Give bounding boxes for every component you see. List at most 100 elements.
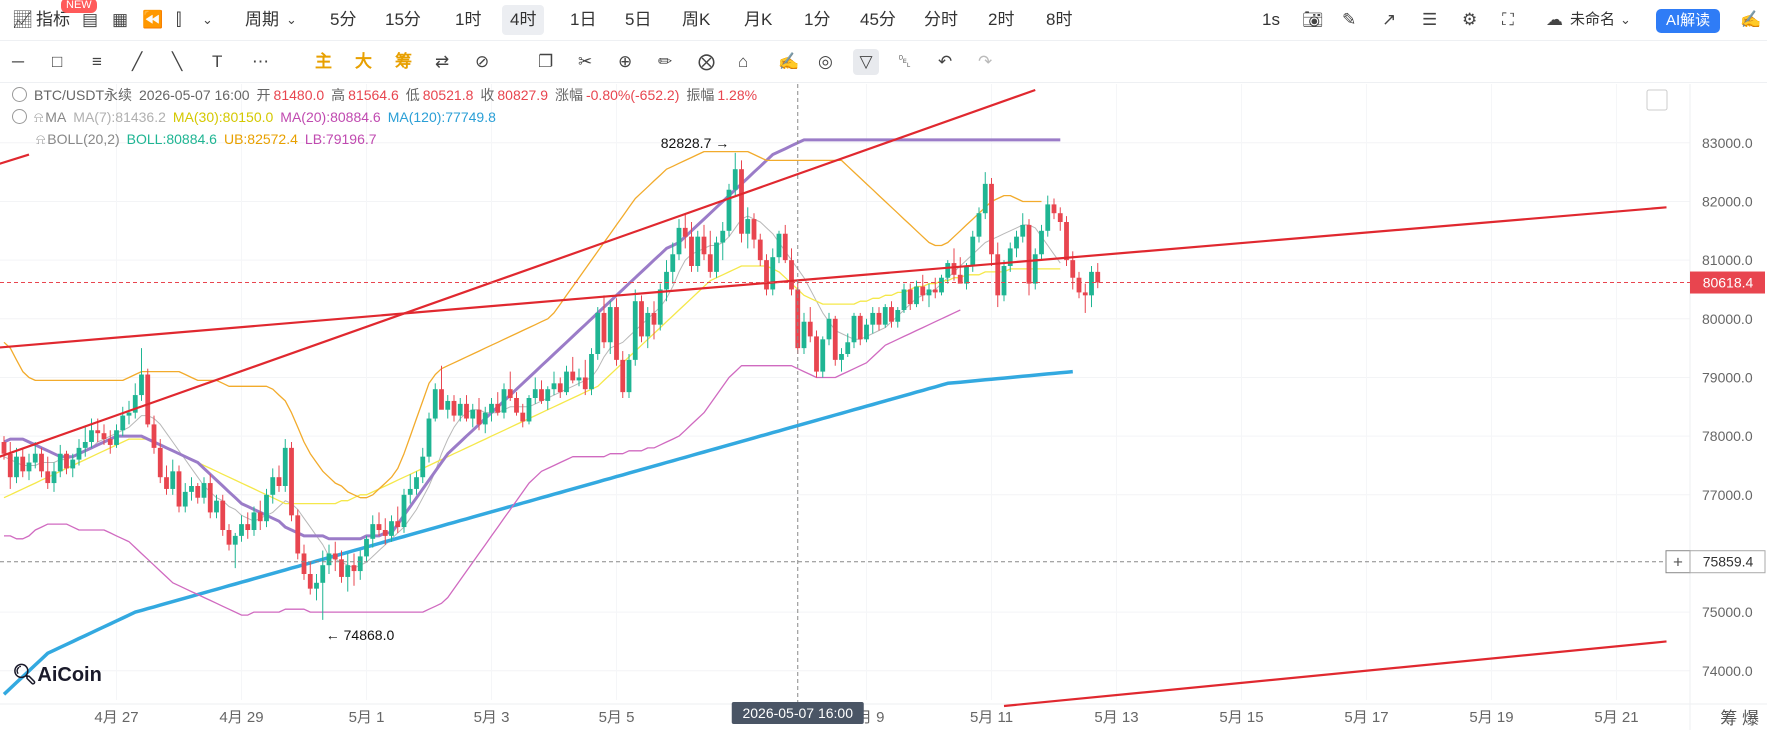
indicator-icon[interactable]: 📈︎ — [12, 10, 34, 29]
price-chart[interactable]: 74000.0 75000.0 77000.0 78000.0 79000.0 80000… — [0, 84, 1767, 730]
lock-icon[interactable]: ⌂ — [738, 52, 749, 71]
x-tick-label: 4月 27 — [94, 709, 138, 726]
chip-liq-toggle[interactable]: 筹 爆 — [1720, 709, 1759, 728]
camera-icon[interactable]: 📷︎ — [1302, 10, 1324, 29]
main-indicator-toggle[interactable]: 主 — [315, 52, 332, 71]
candle-body — [920, 286, 926, 296]
interval-tab[interactable]: 分时 — [924, 10, 958, 29]
candle-body — [557, 383, 563, 393]
magnet-icon[interactable]: ⇄ — [435, 52, 450, 71]
collapse-icon[interactable] — [12, 87, 27, 102]
chevron-down-icon[interactable]: ⌄ — [202, 12, 213, 27]
edit-icon[interactable]: ✍ — [1740, 10, 1762, 29]
redo-icon[interactable]: ↷ — [978, 52, 993, 71]
period-dropdown[interactable]: 周期 — [245, 10, 279, 29]
calendar-icon[interactable]: ▤ — [82, 10, 99, 29]
bell-boll-icon[interactable]: ⍾ — [36, 131, 46, 147]
candle-body — [826, 318, 832, 340]
candle-type-icon[interactable]: ⫿ — [176, 10, 182, 29]
interval-tab[interactable]: 月K — [744, 10, 773, 29]
parallel-lines-icon[interactable]: ≡ — [92, 52, 102, 71]
candle-body — [20, 456, 26, 472]
interval-tab[interactable]: 5日 — [625, 10, 652, 29]
interval-tab[interactable]: 1时 — [455, 10, 482, 29]
x-tick-label: 5月 1 — [349, 709, 385, 726]
candle-body — [95, 430, 101, 434]
trendline — [1003, 640, 1667, 708]
close-value: 80827.9 — [497, 87, 548, 103]
interval-tab[interactable]: 2时 — [988, 10, 1015, 29]
edit-draw-icon[interactable]: ✍ — [778, 52, 800, 71]
low-label: 低 — [405, 87, 420, 103]
collapse-ma-icon[interactable] — [12, 109, 27, 124]
candle-body — [389, 521, 394, 536]
ruler-icon[interactable]: ✂ — [578, 52, 593, 71]
rectangle-icon[interactable]: □ — [52, 52, 63, 71]
horizontal-line-icon[interactable]: ─ — [12, 52, 25, 71]
cloud-icon[interactable]: ☁ — [1546, 10, 1563, 29]
candle-body — [201, 483, 207, 498]
text-icon[interactable]: T — [212, 52, 223, 71]
y-tick-label: 81000.0 — [1702, 252, 1753, 268]
candle-body — [532, 389, 538, 398]
low-value: 80521.8 — [422, 87, 474, 103]
trendline-icon[interactable]: ╱ — [132, 52, 143, 71]
share-icon[interactable]: ↗ — [1382, 10, 1397, 29]
ray-icon[interactable]: ╲ — [172, 52, 183, 71]
refresh-rate[interactable]: 1s — [1262, 10, 1280, 29]
list-icon[interactable]: ☰ — [1422, 10, 1438, 29]
candle-body — [76, 447, 82, 460]
interval-tab[interactable]: 8时 — [1046, 10, 1073, 29]
candle-body — [782, 233, 788, 261]
delete-icon[interactable]: ␡ — [898, 52, 912, 71]
ai-interpret-button[interactable]: AI解读 — [1656, 9, 1721, 33]
interval-tab[interactable]: 1分 — [804, 10, 831, 29]
candle-body — [139, 374, 144, 396]
candle-body — [339, 559, 344, 577]
chip-toggle[interactable]: 筹 — [395, 52, 412, 71]
candle-body — [26, 462, 32, 472]
fullscreen-icon[interactable]: ⛶ — [1502, 10, 1514, 29]
candle-body — [282, 447, 288, 486]
interval-tab[interactable]: 45分 — [860, 10, 896, 29]
zoom-icon[interactable]: ⊕ — [618, 52, 633, 71]
interval-tab[interactable]: 周K — [682, 10, 711, 29]
interval-tab[interactable]: 1日 — [570, 10, 597, 29]
candle-body — [220, 500, 226, 530]
candle-body — [857, 315, 863, 340]
filter-icon[interactable]: ▽ — [853, 49, 879, 75]
copy-icon[interactable]: ❐ — [538, 52, 554, 71]
more-tools-icon[interactable]: ⋯ — [252, 52, 269, 71]
brush-icon[interactable]: ✏ — [658, 52, 673, 71]
big-order-toggle[interactable]: 大 — [355, 52, 372, 71]
candle-body — [901, 289, 907, 310]
candle-body — [507, 389, 513, 398]
layout-name[interactable]: 未命名 — [1570, 11, 1616, 28]
trendline — [0, 88, 1036, 458]
interval-tab[interactable]: 4时 — [502, 5, 545, 35]
pen-icon[interactable]: ✎ — [1342, 10, 1357, 29]
candle-body — [251, 512, 257, 530]
candle-body — [914, 286, 919, 305]
candle-body — [876, 312, 882, 325]
interval-tab[interactable]: 15分 — [385, 10, 421, 29]
bell-icon[interactable]: ⍾ — [34, 109, 44, 125]
series-line — [3, 215, 1061, 569]
eraser-icon[interactable]: ⊘ — [475, 52, 490, 71]
candle-body — [689, 236, 694, 266]
layout-icon[interactable]: ▦ — [112, 10, 129, 29]
rewind-icon[interactable]: ⏪ — [142, 10, 164, 29]
indicator-button[interactable]: 指标 — [36, 10, 70, 29]
candle-body — [939, 277, 944, 293]
interval-tab[interactable]: 5分 — [330, 10, 357, 29]
ohlc-legend: BTC/USDT永续 2026-05-07 16:00 开 81480.0 高 81564… — [12, 86, 764, 104]
hide-draw-icon[interactable]: ◎ — [818, 52, 833, 71]
candle-body — [995, 254, 1001, 296]
candle-body — [320, 565, 326, 583]
x-tick-label: 5月 13 — [1094, 709, 1138, 726]
candle-body — [364, 538, 369, 557]
settings-icon[interactable]: ⚙ — [1462, 10, 1478, 29]
candle-body — [701, 236, 707, 255]
undo-icon[interactable]: ↶ — [938, 52, 953, 71]
pattern-icon[interactable]: ⨂ — [698, 52, 715, 71]
